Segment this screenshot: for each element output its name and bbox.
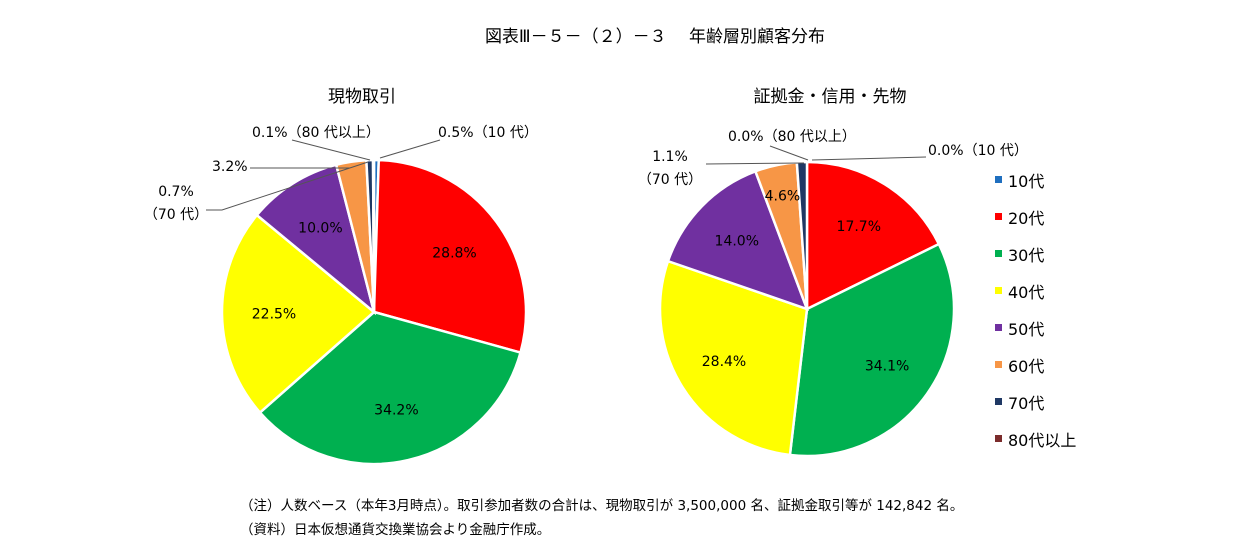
legend-swatch-30s — [995, 250, 1002, 257]
legend-label-10s: 10代 — [1008, 172, 1044, 191]
legend-label-70s: 70代 — [1008, 394, 1044, 413]
slice-50s-margin — [666, 169, 810, 312]
data-label-60s-margin: 4.6% — [765, 189, 801, 205]
callout-70s-label-margin: （70 代） — [638, 172, 702, 188]
data-label-20s-spot: 28.8% — [432, 246, 476, 262]
callout-70s-label-spot: （70 代） — [144, 207, 208, 223]
data-label-50s-margin: 14.0% — [715, 234, 759, 250]
slice-30s-spot — [258, 310, 523, 466]
callout-70s-value-margin: 1.1% — [652, 149, 688, 165]
slice-20s-margin — [805, 160, 941, 312]
slice-80-plus-spot — [371, 158, 376, 313]
chart-title-margin: 証拠金・信用・先物 — [754, 87, 907, 107]
leader-70s-spot — [206, 161, 369, 211]
slice-70s-margin — [795, 160, 809, 310]
leader-10s-spot — [379, 139, 441, 159]
callout-60s-spot: 3.2% — [212, 159, 248, 175]
leader-80plus-spot — [291, 139, 371, 161]
leader-lines-spot — [206, 139, 441, 211]
legend-label-60s: 60代 — [1008, 357, 1044, 376]
legend: 10代 20代 30代 40代 50代 60代 70代 80代以上 — [995, 172, 1076, 450]
legend-swatch-80-plus — [995, 435, 1002, 442]
legend-swatch-60s — [995, 361, 1002, 368]
legend-label-80-plus: 80代以上 — [1008, 431, 1076, 450]
slice-40s-spot — [220, 213, 376, 415]
leader-10s-margin — [811, 156, 927, 161]
legend-swatch-10s — [995, 176, 1002, 183]
callout-80plus-margin: 0.0%（80 代以上） — [728, 129, 856, 145]
legend-swatch-70s — [995, 398, 1002, 405]
source-line: （資料）日本仮想通貨交換業協会より金融庁作成。 — [240, 522, 551, 538]
legend-label-40s: 40代 — [1008, 283, 1044, 302]
data-label-50s-spot: 10.0% — [298, 221, 342, 237]
legend-label-20s: 20代 — [1008, 209, 1044, 228]
data-label-30s-margin: 34.1% — [865, 359, 909, 375]
note-line: （注）人数ベース（本年3月時点）。取引参加者数の合計は、現物取引が 3,500,… — [240, 498, 964, 514]
data-label-40s-spot: 22.5% — [252, 307, 296, 323]
data-label-40s-margin: 28.4% — [702, 354, 746, 370]
figure-title: 図表Ⅲ－５－（２）－３ 年齢層別顧客分布 — [485, 27, 825, 47]
leader-70s-margin — [705, 162, 805, 165]
slice-40s-margin — [658, 259, 809, 457]
legend-swatch-40s — [995, 287, 1002, 294]
legend-label-30s: 30代 — [1008, 246, 1044, 265]
slice-20s-spot — [372, 158, 528, 355]
data-label-20s-margin: 17.7% — [837, 219, 881, 235]
callout-80plus-spot: 0.1%（80 代以上） — [252, 125, 380, 141]
leader-80plus-margin — [769, 145, 809, 161]
callout-70s-value-spot: 0.7% — [158, 184, 194, 200]
data-label-30s-spot: 34.2% — [374, 403, 418, 419]
notes: （注）人数ベース（本年3月時点）。取引参加者数の合計は、現物取引が 3,500,… — [240, 494, 963, 542]
leader-lines-margin — [705, 145, 927, 165]
callout-10s-spot: 0.5%（10 代） — [438, 125, 538, 141]
legend-swatch-50s — [995, 324, 1002, 331]
pie-chart-margin: 17.7% 34.1% 28.4% 14.0% 4.6% — [658, 160, 956, 458]
pie-chart-spot: 28.8% 34.2% 22.5% 10.0% — [220, 158, 528, 466]
legend-swatch-20s — [995, 213, 1002, 220]
callout-10s-margin: 0.0%（10 代） — [928, 143, 1028, 159]
legend-label-50s: 50代 — [1008, 320, 1044, 339]
chart-title-spot: 現物取引 — [328, 87, 396, 107]
slice-30s-margin — [788, 242, 956, 458]
